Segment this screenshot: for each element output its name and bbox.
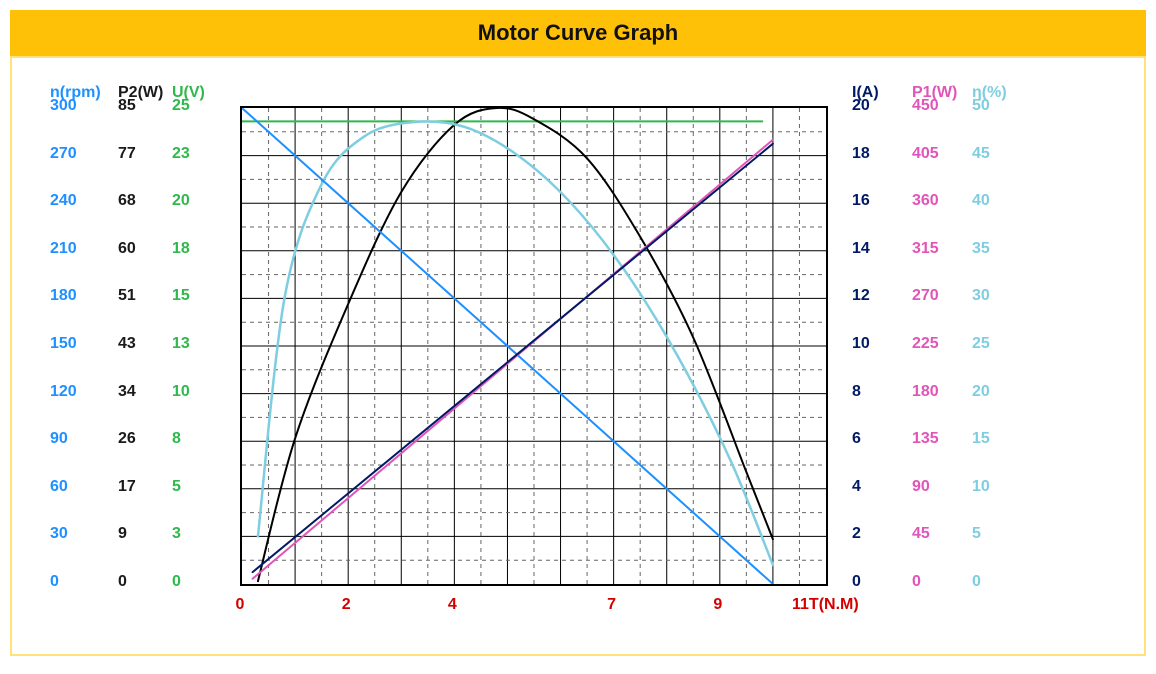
axis-tick: 17	[118, 478, 166, 496]
axis-tick: 14	[852, 240, 902, 258]
axis-tick: 300	[50, 97, 112, 115]
axis-tick: 90	[912, 478, 962, 496]
axis-tick: 405	[912, 145, 962, 163]
axis-tick: 51	[118, 287, 166, 305]
axis-tick: 10	[852, 335, 902, 353]
axis-tick: 45	[912, 525, 962, 543]
axis-tick: 43	[118, 335, 166, 353]
x-axis-unit: 11T(N.M)	[792, 596, 859, 614]
x-tick: 0	[236, 596, 245, 614]
axis-tick: 20	[852, 97, 902, 115]
axis-tick: 360	[912, 192, 962, 210]
x-tick: 4	[448, 596, 457, 614]
axis-tick: 20	[172, 192, 222, 210]
axis-tick: 120	[50, 383, 112, 401]
axis-tick: 240	[50, 192, 112, 210]
axis-tick: 180	[912, 383, 962, 401]
axis-tick: 20	[972, 383, 1012, 401]
axis-tick: 0	[50, 573, 112, 591]
axis-tick: 77	[118, 145, 166, 163]
axis-tick: 68	[118, 192, 166, 210]
axis-tick: 9	[118, 525, 166, 543]
axis-tick: 35	[972, 240, 1012, 258]
axis-tick: 10	[972, 478, 1012, 496]
axis-tick: 4	[852, 478, 902, 496]
axis-tick: 18	[852, 145, 902, 163]
axis-tick: 0	[912, 573, 962, 591]
x-tick: 9	[713, 596, 722, 614]
axis-tick: 90	[50, 430, 112, 448]
axis-tick: 85	[118, 97, 166, 115]
axis-tick: 16	[852, 192, 902, 210]
axis-tick: 180	[50, 287, 112, 305]
x-tick: 2	[342, 596, 351, 614]
axis-tick: 40	[972, 192, 1012, 210]
x-tick: 7	[607, 596, 616, 614]
axis-tick: 18	[172, 240, 222, 258]
chart-area: n(rpm)3002702402101801501209060300 P2(W)…	[32, 76, 1128, 636]
chart-title: Motor Curve Graph	[10, 10, 1146, 56]
axis-tick: 15	[972, 430, 1012, 448]
axis-tick: 34	[118, 383, 166, 401]
axis-tick: 225	[912, 335, 962, 353]
axis-tick: 150	[50, 335, 112, 353]
axis-tick: 45	[972, 145, 1012, 163]
axis-tick: 0	[852, 573, 902, 591]
axis-tick: 315	[912, 240, 962, 258]
axis-tick: 0	[972, 573, 1012, 591]
axis-tick: 15	[172, 287, 222, 305]
axis-tick: 60	[118, 240, 166, 258]
axis-tick: 30	[972, 287, 1012, 305]
axis-tick: 23	[172, 145, 222, 163]
axis-tick: 30	[50, 525, 112, 543]
axis-tick: 0	[118, 573, 166, 591]
plot-area	[240, 106, 828, 586]
axis-tick: 10	[172, 383, 222, 401]
axis-tick: 6	[852, 430, 902, 448]
axis-tick: 450	[912, 97, 962, 115]
axis-tick: 25	[972, 335, 1012, 353]
axis-tick: 3	[172, 525, 222, 543]
axis-tick: 5	[172, 478, 222, 496]
axis-tick: 270	[912, 287, 962, 305]
axis-tick: 26	[118, 430, 166, 448]
axis-tick: 2	[852, 525, 902, 543]
axis-tick: 270	[50, 145, 112, 163]
axis-tick: 8	[852, 383, 902, 401]
axis-tick: 135	[912, 430, 962, 448]
chart-frame: n(rpm)3002702402101801501209060300 P2(W)…	[10, 56, 1146, 656]
axis-tick: 12	[852, 287, 902, 305]
axis-tick: 8	[172, 430, 222, 448]
axis-tick: 5	[972, 525, 1012, 543]
axis-tick: 13	[172, 335, 222, 353]
plot-svg	[242, 108, 826, 584]
axis-tick: 25	[172, 97, 222, 115]
axis-tick: 0	[172, 573, 222, 591]
axis-tick: 50	[972, 97, 1012, 115]
axis-tick: 60	[50, 478, 112, 496]
axis-tick: 210	[50, 240, 112, 258]
